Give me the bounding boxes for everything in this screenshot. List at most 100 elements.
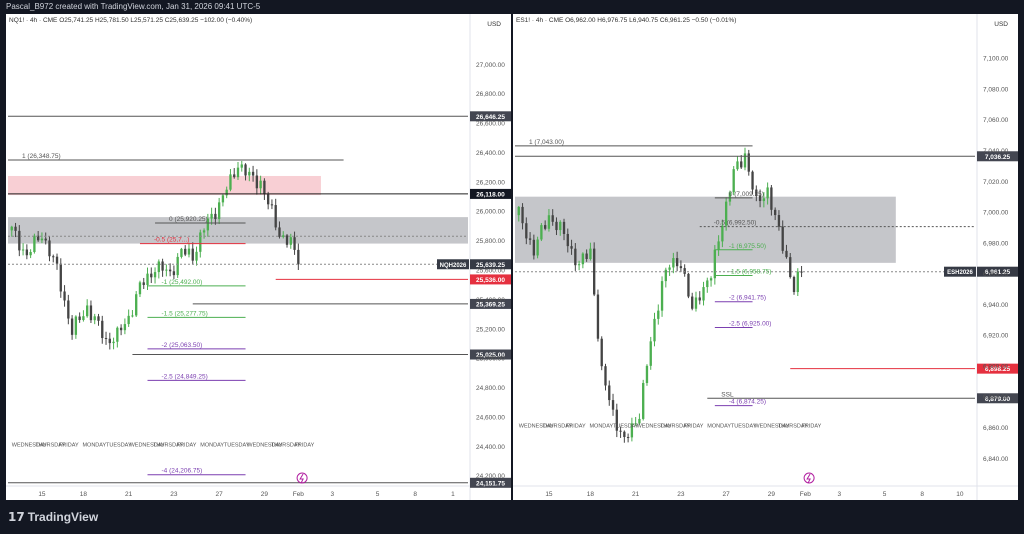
candle-body[interactable] — [274, 205, 277, 228]
candle-body[interactable] — [532, 239, 536, 256]
candle-body[interactable] — [551, 215, 554, 222]
candle-body[interactable] — [86, 305, 89, 317]
candle-body[interactable] — [630, 423, 634, 438]
candle-body[interactable] — [172, 271, 176, 276]
candle-body[interactable] — [619, 430, 622, 432]
candle-body[interactable] — [63, 291, 66, 301]
candle-body[interactable] — [59, 263, 62, 292]
candle-body[interactable] — [135, 294, 138, 316]
candle-body[interactable] — [657, 310, 660, 319]
candle-body[interactable] — [225, 189, 228, 196]
range_zone-rect[interactable] — [515, 196, 896, 263]
candle-body[interactable] — [743, 153, 747, 168]
candle-body[interactable] — [728, 192, 732, 202]
candle-body[interactable] — [236, 167, 240, 178]
candle-body[interactable] — [202, 230, 206, 233]
candle-body[interactable] — [97, 316, 100, 321]
es-chart-pane[interactable]: 1 (7,043.00) 7,036.25 0 (7,009.25) -0.5 (6,… — [513, 14, 1018, 500]
candle-body[interactable] — [758, 195, 762, 202]
candle-body[interactable] — [138, 282, 142, 295]
candle-body[interactable] — [634, 423, 637, 425]
candle-body[interactable] — [108, 338, 111, 344]
candle-body[interactable] — [600, 338, 603, 367]
candle-body[interactable] — [206, 218, 210, 231]
candle-body[interactable] — [566, 233, 569, 247]
candle-body[interactable] — [649, 341, 652, 366]
candle-body[interactable] — [751, 171, 754, 190]
candle-body[interactable] — [540, 225, 543, 240]
candle-body[interactable] — [740, 161, 743, 168]
candle-body[interactable] — [263, 180, 266, 195]
candle-body[interactable] — [270, 204, 274, 206]
candle-body[interactable] — [766, 187, 769, 199]
candle-body[interactable] — [101, 320, 104, 339]
candle-body[interactable] — [717, 241, 720, 250]
candle-body[interactable] — [119, 327, 123, 331]
candle-body[interactable] — [577, 264, 581, 266]
candle-body[interactable] — [796, 271, 799, 293]
candle-body[interactable] — [74, 316, 78, 335]
candle-body[interactable] — [736, 161, 739, 170]
candle-body[interactable] — [244, 164, 247, 176]
candle-body[interactable] — [221, 195, 225, 203]
candle-body[interactable] — [266, 194, 270, 205]
event-marker-icon[interactable] — [803, 472, 815, 484]
candle-body[interactable] — [645, 365, 649, 383]
candle-body[interactable] — [14, 226, 17, 231]
candle-body[interactable] — [184, 248, 187, 255]
candle-body[interactable] — [521, 206, 524, 224]
nq-chart-pane[interactable]: 26,646.25 1 (26,348.75) 26,118.00 0 (25,920… — [6, 14, 511, 500]
supply_zone-rect[interactable] — [8, 175, 321, 196]
candle-body[interactable] — [604, 366, 607, 386]
range_zone-rect[interactable] — [8, 217, 468, 244]
candle-body[interactable] — [44, 238, 47, 241]
candle-body[interactable] — [777, 215, 781, 227]
candle-body[interactable] — [562, 221, 566, 234]
candle-body[interactable] — [142, 282, 145, 286]
candle-body[interactable] — [293, 237, 296, 250]
candle-body[interactable] — [187, 248, 191, 255]
candle-body[interactable] — [709, 278, 713, 281]
candle-body[interactable] — [127, 315, 130, 325]
candle-body[interactable] — [585, 253, 588, 260]
candle-body[interactable] — [781, 226, 784, 251]
candle-body[interactable] — [593, 248, 596, 295]
candle-body[interactable] — [672, 258, 675, 268]
candle-body[interactable] — [210, 213, 213, 219]
candle-body[interactable] — [217, 202, 221, 220]
candle-body[interactable] — [664, 269, 667, 282]
candle-body[interactable] — [116, 327, 119, 342]
candle-body[interactable] — [18, 230, 21, 251]
candle-body[interactable] — [150, 273, 153, 278]
candle-body[interactable] — [146, 273, 149, 286]
candle-body[interactable] — [52, 256, 55, 258]
candle-body[interactable] — [168, 269, 172, 272]
candle-body[interactable] — [536, 239, 539, 256]
candle-body[interactable] — [706, 280, 709, 288]
candle-body[interactable] — [259, 180, 262, 189]
candle-body[interactable] — [626, 436, 630, 438]
candle-body[interactable] — [608, 385, 611, 401]
candle-body[interactable] — [289, 237, 292, 245]
candle-body[interactable] — [104, 338, 108, 340]
candle-body[interactable] — [180, 248, 183, 257]
candle-body[interactable] — [792, 277, 796, 293]
candle-body[interactable] — [285, 235, 289, 245]
candle-body[interactable] — [36, 235, 40, 241]
candle-body[interactable] — [615, 409, 618, 431]
candle-body[interactable] — [248, 171, 251, 176]
candle-body[interactable] — [191, 248, 194, 261]
candle-body[interactable] — [589, 248, 592, 260]
candle-body[interactable] — [596, 294, 600, 339]
candle-body[interactable] — [691, 296, 694, 309]
candle-body[interactable] — [21, 249, 25, 251]
candle-body[interactable] — [70, 318, 74, 335]
candle-body[interactable] — [176, 256, 179, 276]
candle-body[interactable] — [255, 175, 259, 189]
candle-body[interactable] — [789, 257, 792, 278]
candle-body[interactable] — [278, 227, 281, 237]
candle-body[interactable] — [78, 316, 81, 321]
candle-body[interactable] — [683, 268, 686, 274]
candle-body[interactable] — [25, 249, 29, 256]
nq-chart-svg[interactable]: 26,646.25 1 (26,348.75) 26,118.00 0 (25,920… — [6, 14, 511, 500]
